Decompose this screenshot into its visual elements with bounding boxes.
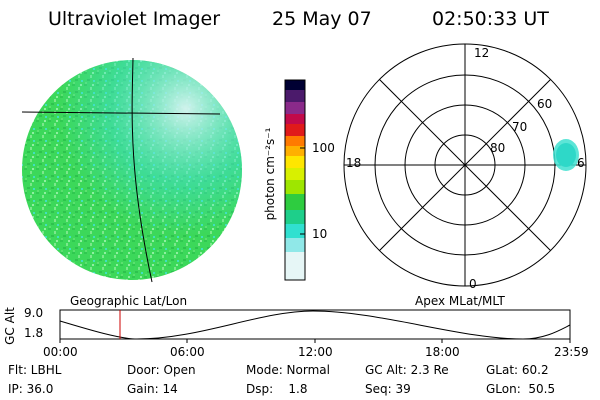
latitude-line [21,111,221,115]
app-title: Ultraviolet Imager [48,8,221,30]
ip-info: IP: 36.0 [8,382,54,396]
time-display: 02:50:33 UT [432,8,549,30]
filter-info: Flt: LBHL [8,363,62,377]
altitude-plot [59,309,571,343]
auroral-spot [553,139,579,171]
time-tick-0600: 06:00 [170,345,205,359]
gain-info: Gain: 14 [127,382,178,396]
geographic-panel-label: Geographic Lat/Lon [70,294,188,308]
longitude-line [131,57,153,283]
mlt-label-6: 6 [577,156,585,170]
mlt-label-12: 12 [474,46,490,60]
time-tick-1200: 12:00 [298,345,333,359]
apex-panel-label: Apex MLat/MLT [415,294,505,308]
glat-info: GLat: 60.2 [486,363,549,377]
gc-alt-info: GC Alt: 2.3 Re [365,363,449,377]
time-tick-2359: 23:59 [554,345,589,359]
colorbar-tick-10: 10 [312,227,328,241]
altitude-tick-max: 9.0 [24,306,44,320]
seq-info: Seq: 39 [365,382,411,396]
door-info: Door: Open [127,363,196,377]
mlat-label-60: 60 [537,97,553,111]
color-bar [284,79,306,281]
mlt-label-0: 0 [469,277,477,291]
mlt-label-18: 18 [346,156,362,170]
date-display: 25 May 07 [272,8,372,30]
mlat-label-80: 80 [490,141,506,155]
polar-plot [343,43,587,287]
time-tick-1800: 18:00 [425,345,460,359]
glon-info: GLon: 50.5 [486,382,556,396]
colorbar-axis-label: photon cm⁻²s⁻¹ [263,127,277,221]
altitude-axis-label: GC Alt [3,307,17,345]
dsp-info: Dsp: 1.8 [246,382,308,396]
earth-image-disc [21,57,242,283]
time-tick-0000: 00:00 [43,345,78,359]
altitude-curve [59,310,571,340]
mlat-label-70: 70 [512,120,528,134]
colorbar-tick-100: 100 [312,141,335,155]
mode-info: Mode: Normal [246,363,330,377]
altitude-tick-min: 1.8 [24,326,44,340]
